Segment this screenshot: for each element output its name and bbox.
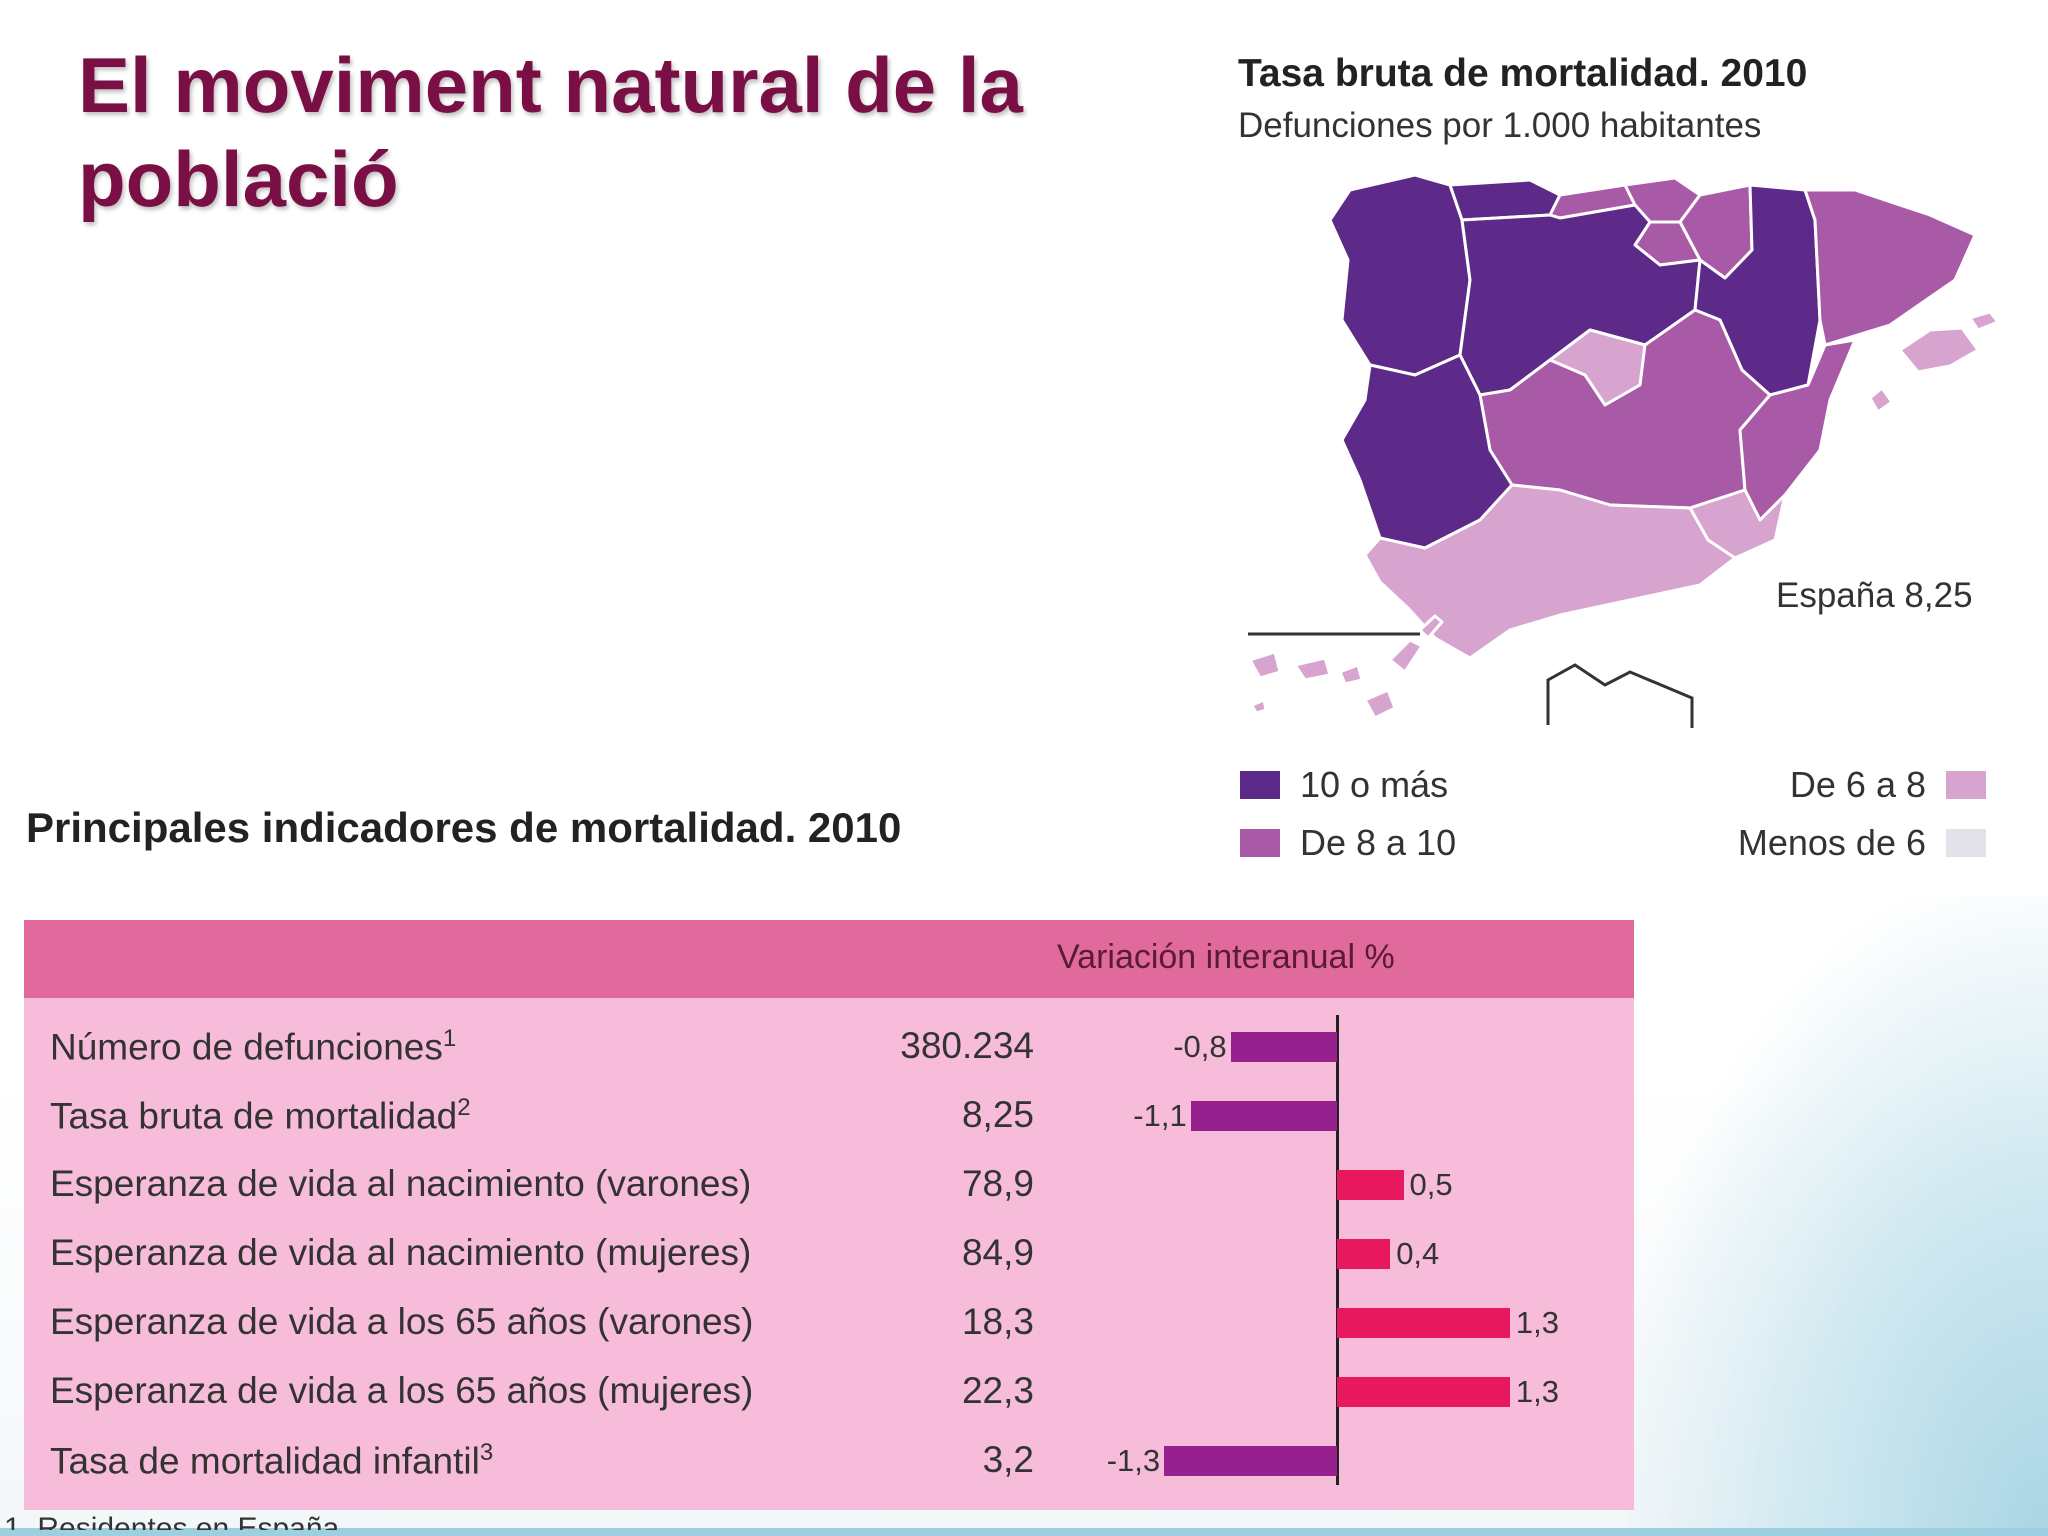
region-baleares-menorca: [1968, 310, 2000, 332]
indicators-table: Variación interanual % Número de defunci…: [24, 920, 1634, 1510]
bottom-band: [0, 1528, 2048, 1536]
row-label: Esperanza de vida a los 65 años (mujeres…: [50, 1370, 753, 1412]
row-label-footnote-mark: 2: [457, 1094, 471, 1121]
slide-title-line2: població: [78, 135, 399, 223]
variation-bar: [1337, 1239, 1391, 1269]
row-label-footnote-mark: 1: [442, 1025, 457, 1052]
variation-label: -1,3: [1106, 1443, 1161, 1478]
row-value: 78,9: [961, 1163, 1034, 1204]
legend-item-less-6: Menos de 6: [1738, 822, 1986, 864]
indicators-title: Principales indicadores de mortalidad. 2…: [26, 804, 902, 851]
row-label: Esperanza de vida al nacimiento (mujeres…: [50, 1232, 751, 1274]
variation-bar: [1337, 1170, 1404, 1200]
row-label-text: Tasa bruta de mortalidad: [50, 1095, 458, 1137]
row-label-text: Tasa de mortalidad infantil: [50, 1440, 480, 1482]
legend-swatch: [1240, 771, 1280, 799]
row-label-text: Esperanza de vida a los 65 años (varones…: [50, 1301, 754, 1342]
map-title: Tasa bruta de mortalidad. 2010: [1238, 52, 1808, 95]
background-gradient: [1628, 896, 2048, 1536]
variation-label: 1,3: [1515, 1305, 1559, 1340]
legend-label: Menos de 6: [1737, 822, 1926, 863]
region-baleares-ibiza: [1868, 386, 1894, 414]
indicators-header: Variación interanual %: [24, 920, 1634, 998]
variation-bar: [1337, 1308, 1510, 1338]
variation-label: -0,8: [1173, 1029, 1227, 1064]
region-andalucia: [1363, 483, 1737, 660]
ceuta-melilla-frame: [1546, 663, 1694, 728]
variation-bar: [1230, 1032, 1337, 1062]
legend-swatch: [1240, 829, 1280, 857]
variation-label: 1,3: [1515, 1374, 1559, 1409]
legend-label: 10 o más: [1300, 764, 1449, 805]
row-value: 3,2: [982, 1439, 1034, 1480]
row-label: Número de defunciones1: [50, 1025, 456, 1068]
legend-swatch: [1946, 771, 1986, 799]
legend-item-8-10: De 8 a 10: [1240, 822, 1456, 864]
region-canarias: [1248, 614, 1444, 720]
row-label-text: Número de defunciones: [50, 1026, 443, 1068]
region-galicia: [1328, 173, 1472, 377]
row-value: 18,3: [961, 1301, 1034, 1342]
region-baleares: [1898, 326, 1980, 374]
row-value: 380.234: [900, 1025, 1034, 1066]
row-label-footnote-mark: 3: [479, 1439, 494, 1466]
row-label: Esperanza de vida a los 65 años (varones…: [50, 1301, 753, 1343]
row-label: Esperanza de vida al nacimiento (varones…: [50, 1163, 751, 1205]
variation-bar: [1164, 1446, 1337, 1476]
row-value: 84,9: [961, 1232, 1034, 1273]
legend-label: De 6 a 8: [1789, 764, 1926, 805]
row-label-text: Esperanza de vida al nacimiento (mujeres…: [50, 1232, 752, 1273]
row-value: 8,25: [961, 1094, 1034, 1135]
legend-swatch: [1946, 829, 1986, 857]
row-label: Tasa bruta de mortalidad2: [50, 1094, 471, 1137]
espana-value-label: España 8,25: [1776, 576, 1973, 615]
variation-header-label: Variación interanual %: [1057, 938, 1395, 976]
variation-bar: [1337, 1377, 1510, 1407]
region-cataluna: [1803, 188, 1977, 347]
row-value: 22,3: [961, 1370, 1034, 1411]
variation-label: -1,1: [1133, 1098, 1187, 1133]
spain-map: [1248, 173, 2000, 728]
slide-title-line1: El moviment natural de la: [78, 41, 1023, 129]
legend-item-10-plus: 10 o más: [1240, 764, 1448, 806]
variation-bar: [1190, 1101, 1337, 1131]
legend-item-6-8: De 6 a 8: [1790, 764, 1986, 806]
variation-label: 0,4: [1396, 1236, 1440, 1271]
row-label: Tasa de mortalidad infantil3: [50, 1439, 493, 1482]
row-label-text: Esperanza de vida a los 65 años (mujeres…: [50, 1370, 754, 1411]
slide-title: El moviment natural de la població: [78, 38, 1078, 226]
legend-label: De 8 a 10: [1300, 822, 1457, 863]
row-label-text: Esperanza de vida al nacimiento (varones…: [50, 1163, 752, 1204]
variation-label: 0,5: [1409, 1167, 1453, 1202]
map-subtitle: Defunciones por 1.000 habitantes: [1238, 106, 1762, 145]
footnote: 1. Residentes en España.: [4, 1514, 348, 1530]
